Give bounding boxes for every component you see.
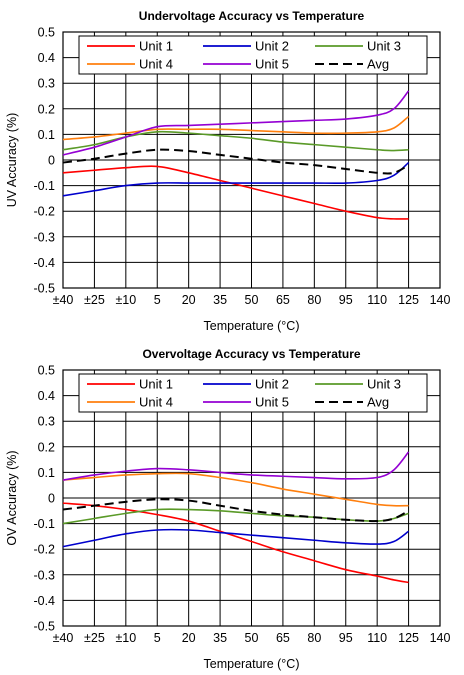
plot-frame [62,369,441,627]
series-line-unit-2 [62,528,410,548]
y-tick-label: 0.5 [38,364,55,378]
x-tick-label: ±25 [84,631,105,645]
legend-label: Unit 4 [139,57,173,72]
y-tick-label: -0.1 [33,517,55,531]
x-tick-label: 95 [339,631,353,645]
x-tick-label: 5 [154,293,161,307]
legend-label: Unit 3 [367,377,401,392]
legend-label: Avg [367,395,389,410]
series-line-unit-1 [62,502,409,584]
x-tick-label: 35 [213,293,227,307]
x-tick-label: 20 [182,631,196,645]
y-tick-label: 0.1 [38,466,55,480]
legend-label: Unit 3 [367,39,401,54]
x-tick-label: 80 [307,631,321,645]
x-tick-label: ±40 [53,631,74,645]
series-line-unit-1 [62,165,409,220]
y-tick-label: 0.5 [38,26,55,40]
uv-accuracy-chart: Undervoltage Accuracy vs Temperature ±40 ±… [5,9,451,333]
x-tick-label: 140 [430,293,451,307]
x-tick-label: ±40 [53,293,74,307]
legend-box [78,373,428,413]
series-line-unit-5 [62,90,410,156]
x-axis-label: Temperature (°C) [204,657,300,671]
x-tick-label: 50 [245,631,259,645]
x-tick-label: 110 [367,293,387,307]
series-line-unit-4 [62,472,409,507]
plot-frame [62,31,441,289]
y-tick-label: -0.1 [33,179,55,193]
x-tick-label: 65 [276,293,290,307]
ov-accuracy-chart: Overvoltage Accuracy vs Temperature ±40 ±2… [5,347,451,671]
y-tick-label: -0.2 [33,543,55,557]
series-line-unit-5 [62,451,410,481]
x-tick-label: 95 [339,293,353,307]
legend-label: Unit 1 [139,377,173,392]
y-tick-label: -0.3 [33,568,55,582]
legend-label: Unit 5 [255,57,289,72]
y-tick-label: -0.5 [33,282,55,296]
x-tick-label: ±10 [115,631,136,645]
chart-title: Overvoltage Accuracy vs Temperature [142,347,360,361]
y-tick-label: 0 [48,492,55,506]
legend-label: Unit 2 [255,377,289,392]
legend-label: Avg [367,57,389,72]
x-tick-label: 50 [245,293,259,307]
y-axis-label: OV Accuracy (%) [5,450,19,545]
y-tick-label: -0.4 [33,256,55,270]
chart-title: Undervoltage Accuracy vs Temperature [139,9,365,23]
series-line-unit-4 [62,115,410,141]
x-tick-label: 65 [276,631,290,645]
y-tick-label: -0.2 [33,205,55,219]
y-tick-label: 0 [48,154,55,168]
y-tick-label: -0.5 [33,620,55,634]
series-line-avg [62,498,410,523]
series-line-avg [62,148,410,175]
x-tick-label: ±25 [84,293,105,307]
legend-label: Unit 5 [255,395,289,410]
y-tick-label: 0.3 [38,415,55,429]
y-tick-label: 0.2 [38,440,55,454]
y-tick-label: -0.3 [33,230,55,244]
x-tick-label: ±10 [115,293,136,307]
x-axis-label: Temperature (°C) [204,319,300,333]
legend-label: Unit 4 [139,395,173,410]
legend-label: Unit 1 [139,39,173,54]
x-tick-label: 125 [398,293,419,307]
y-axis-label: UV Accuracy (%) [5,113,19,207]
x-tick-label: 80 [307,293,321,307]
x-tick-label: 20 [182,293,196,307]
x-tick-label: 35 [213,631,227,645]
y-tick-label: -0.4 [33,594,55,608]
x-tick-label: 125 [398,631,419,645]
x-tick-label: 5 [154,631,161,645]
x-tick-label: 110 [367,631,387,645]
x-tick-label: 140 [430,631,451,645]
legend-box [78,35,428,75]
legend-label: Unit 2 [255,39,289,54]
y-tick-label: 0.1 [38,128,55,142]
series-line-unit-2 [62,161,410,197]
y-tick-label: 0.2 [38,102,55,116]
y-tick-label: 0.4 [38,389,55,403]
y-tick-label: 0.3 [38,77,55,91]
y-tick-label: 0.4 [38,51,55,65]
